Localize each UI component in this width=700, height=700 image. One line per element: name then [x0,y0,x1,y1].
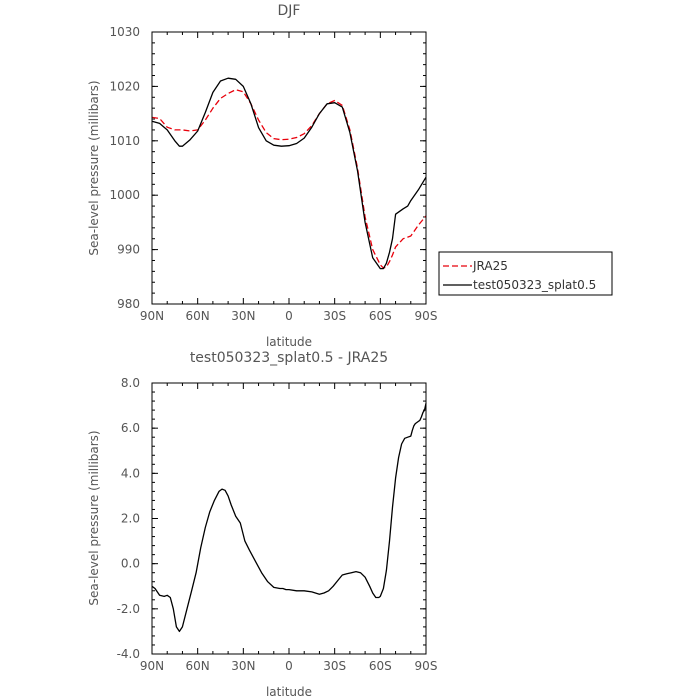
p0-y-tick-label: 980 [117,297,140,311]
p0-x-tick-label: 60S [369,309,392,323]
top-legend: JRA25 test050323_splat0.5 [438,251,613,296]
p1-y-tick-label: 8.0 [121,376,140,390]
p0-x-tick-label: 30S [323,309,346,323]
p1-x-tick-label: 0 [285,659,293,673]
p0-x-tick-label: 60N [186,309,210,323]
top-panel: DJF 90N 60N 30N 0 30S 60S 90S 980 990 1000 1010 102… [87,3,613,349]
bottom-x-axis-label: latitude [266,685,312,699]
p1-x-tick-label: 60N [186,659,210,673]
p0-series-line-jra25 [151,89,427,269]
p0-x-tick-label: 30N [231,309,255,323]
p0-x-tick-label: 90N [140,309,164,323]
top-x-axis-label: latitude [266,335,312,349]
bottom-panel: test050323_splat0.5 - JRA25 90N 60N 30N 0 30… [87,350,437,699]
p1-y-tick-label: -4.0 [117,647,140,661]
legend-label-test: test050323_splat0.5 [473,278,596,292]
top-y-axis-label: Sea-level pressure (millibars) [87,80,101,255]
bottom-chart-title: test050323_splat0.5 - JRA25 [190,350,388,366]
p1-y-tick-label: 2.0 [121,512,140,526]
p0-y-tick-label: 1000 [109,188,140,202]
p0-x-tick-label: 90S [415,309,438,323]
p1-x-tick-label: 90S [415,659,438,673]
top-plot-frame [151,31,427,305]
p1-x-tick-label: 30N [231,659,255,673]
p1-series-line-0 [151,403,427,633]
bottom-plot-frame [151,382,427,655]
p1-y-tick-label: 4.0 [121,466,140,480]
p1-x-tick-label: 90N [140,659,164,673]
p1-y-tick-label: 6.0 [121,421,140,435]
p1-x-tick-label: 60S [369,659,392,673]
p0-y-tick-label: 1010 [109,134,140,148]
p0-series-line-test050323-splat0-5 [151,77,427,270]
p0-y-tick-label: 1020 [109,79,140,93]
bottom-plot-area: 90N 60N 30N 0 30S 60S 90S -4.0 -2.0 0.0 2.0 4.0 6.0 8… [117,376,438,673]
top-plot-area: 90N 60N 30N 0 30S 60S 90S 980 990 1000 1010 1020 103… [109,25,437,323]
bottom-y-axis-label: Sea-level pressure (millibars) [87,430,101,605]
legend-label-jra25: JRA25 [472,259,508,273]
legend-box [438,251,613,296]
p1-x-tick-label: 30S [323,659,346,673]
p1-y-tick-label: 0.0 [121,557,140,571]
p0-y-tick-label: 1030 [109,25,140,39]
top-chart-title: DJF [278,3,301,19]
p1-y-tick-label: -2.0 [117,602,140,616]
p0-y-tick-label: 990 [117,243,140,257]
p0-x-tick-label: 0 [285,309,293,323]
